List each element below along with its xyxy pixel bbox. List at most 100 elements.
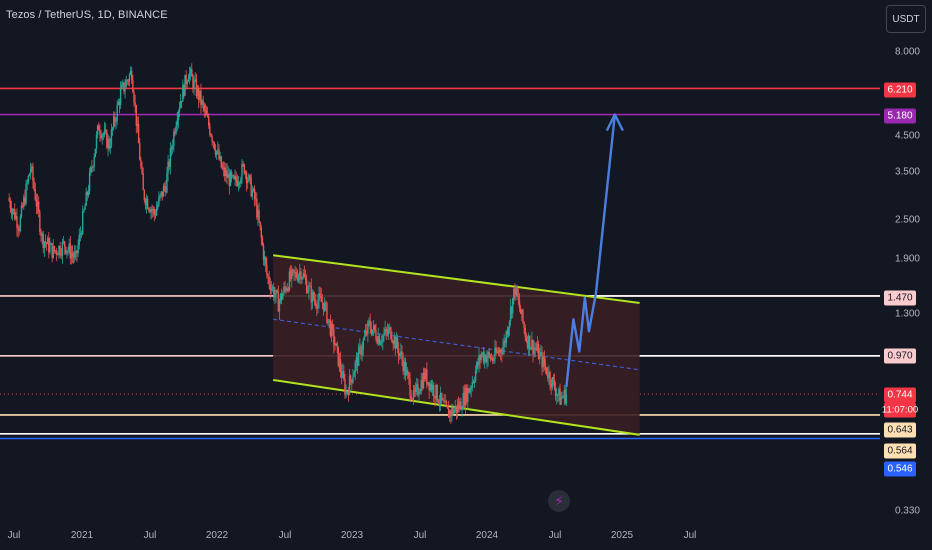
candle-body <box>235 176 237 181</box>
candle-body <box>82 211 84 235</box>
candle-body <box>83 209 85 212</box>
price-scale[interactable]: 8.000 4.500 3.500 2.500 1.900 1.300 0.33… <box>880 0 932 550</box>
candle-body <box>9 200 11 209</box>
candle-body <box>100 134 102 139</box>
candle-body <box>527 335 530 348</box>
lightning-icon[interactable]: ⚡ <box>548 490 570 512</box>
candle-body <box>430 383 433 391</box>
candle-body <box>379 342 382 345</box>
candle-body <box>535 348 538 350</box>
candle-body <box>295 271 298 277</box>
candle-body <box>503 341 505 347</box>
candle-body <box>114 116 116 122</box>
candle-body <box>176 120 178 126</box>
candle-body <box>436 384 438 401</box>
candle-body <box>414 386 417 393</box>
candle-body <box>501 352 503 355</box>
candle-body <box>397 348 400 356</box>
candle-body <box>257 210 259 218</box>
candle-body <box>133 92 135 103</box>
candle-body <box>86 192 89 196</box>
candle-body <box>94 148 97 157</box>
candle-body <box>478 355 480 366</box>
candle-body <box>78 234 80 245</box>
candle-body <box>518 299 521 309</box>
candle-body <box>253 188 256 200</box>
candle-body <box>151 209 153 211</box>
candle-body <box>121 85 123 90</box>
candle-body <box>211 136 213 142</box>
candle-body <box>450 410 452 416</box>
candle-body <box>522 309 524 323</box>
candle-body <box>435 384 437 399</box>
candle-body <box>344 378 346 395</box>
candle-body <box>461 409 463 411</box>
price-chart[interactable] <box>0 0 880 524</box>
candle-body <box>405 370 408 376</box>
candle-body <box>301 277 303 280</box>
candle-body <box>369 320 371 329</box>
candle-body <box>425 369 427 379</box>
candle-body <box>168 161 170 167</box>
candle-body <box>564 390 567 404</box>
candle-body <box>544 364 547 368</box>
time-tick: Jul <box>683 530 697 541</box>
candle-body <box>442 399 444 401</box>
candle-body <box>248 175 250 181</box>
candle-body <box>453 409 455 414</box>
candle-body <box>221 167 224 169</box>
candle-body <box>267 274 269 277</box>
candle-body <box>557 394 559 396</box>
candle-body <box>329 320 332 336</box>
candle-body <box>60 254 62 256</box>
candle-body <box>551 377 553 388</box>
candle-body <box>349 375 352 380</box>
candle-body <box>149 209 151 213</box>
candle-body <box>71 253 74 256</box>
candle-body <box>374 325 376 331</box>
candle-body <box>378 335 381 345</box>
projection-arrowhead <box>605 113 624 132</box>
candle-body <box>69 243 71 259</box>
candle-body <box>41 233 43 236</box>
candle-body <box>52 245 54 258</box>
candle-body <box>218 149 220 160</box>
candle-body <box>80 233 83 235</box>
candle-body <box>116 104 118 121</box>
candle-body <box>175 125 177 134</box>
candle-body <box>154 214 157 216</box>
time-scale[interactable]: Jul 2021 Jul 2022 Jul 2023 Jul 2024 Jul … <box>0 524 880 550</box>
candle-body <box>185 74 187 85</box>
candle-body <box>280 293 283 300</box>
candle-body <box>131 70 133 81</box>
candle-body <box>356 356 359 366</box>
candle-body <box>291 269 293 279</box>
candle-body <box>197 87 200 100</box>
candle-body <box>26 182 28 184</box>
currency-button[interactable]: USDT <box>886 5 926 33</box>
candle-body <box>44 241 47 243</box>
candle-body <box>152 208 154 211</box>
candle-body <box>286 288 288 292</box>
candle-body <box>215 151 218 155</box>
candle-body <box>212 141 214 143</box>
candle-body <box>445 401 448 406</box>
candle-body <box>312 292 315 300</box>
candle-body <box>90 167 92 173</box>
candle-body <box>371 329 374 335</box>
candle-body <box>526 340 529 348</box>
candle-body <box>366 330 368 334</box>
candle-body <box>101 134 103 139</box>
candle-body <box>65 247 67 254</box>
candle-body <box>427 382 429 385</box>
candle-body <box>426 369 428 385</box>
candle-body <box>213 142 216 150</box>
candle-body <box>396 337 399 349</box>
candle-body <box>40 232 42 236</box>
candle-body <box>140 159 142 167</box>
candle-body <box>242 163 244 165</box>
candle-body <box>472 382 475 383</box>
candle-body <box>474 370 477 381</box>
candle-body <box>303 273 306 277</box>
candle-body <box>437 400 440 404</box>
